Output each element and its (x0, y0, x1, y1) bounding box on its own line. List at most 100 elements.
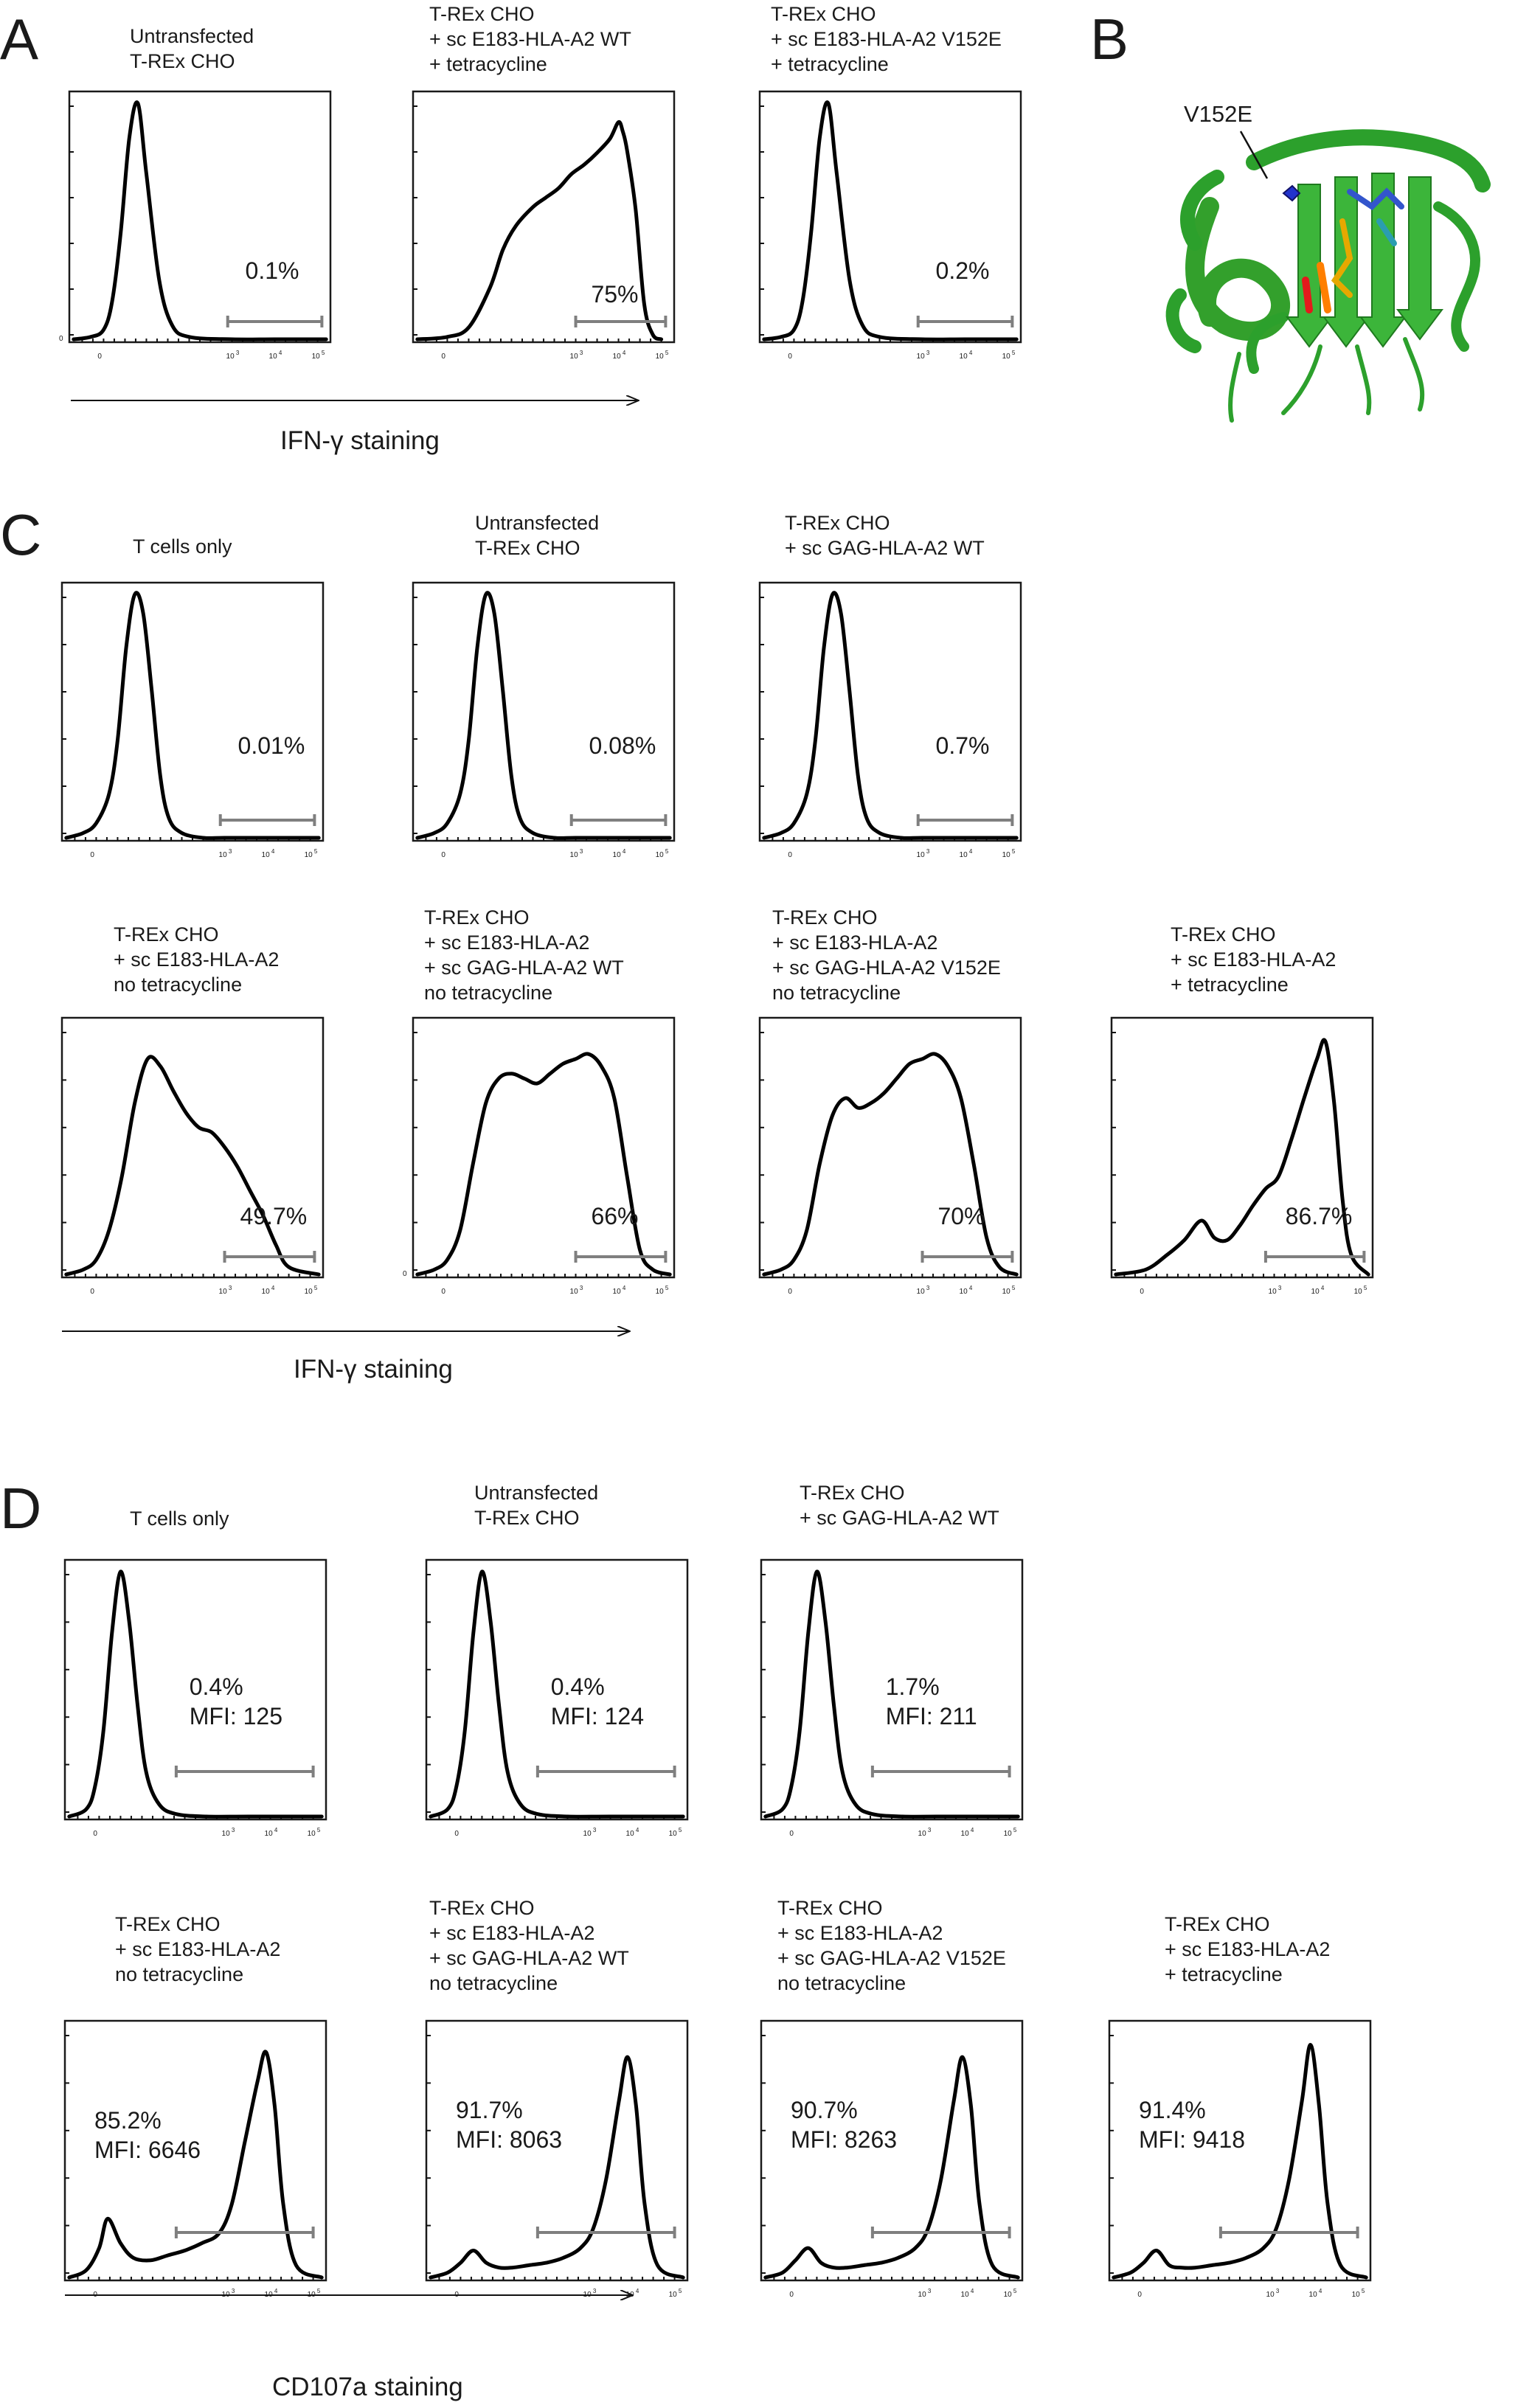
axis-label-c: IFN-γ staining (294, 1355, 453, 1384)
x-tick-label: 10 3 (917, 848, 930, 859)
x-tick-label: 10 4 (613, 848, 626, 859)
x-tick-label: 10 4 (265, 2288, 278, 2299)
axis-label-d: CD107a staining (272, 2373, 463, 2401)
panel-letter-d: D (0, 1476, 41, 1541)
x-tick-label: 10 5 (308, 1827, 321, 1838)
gate-percentage-label: 86.7% (1286, 1203, 1353, 1229)
plot-title-line: + sc E183-HLA-A2 (777, 1922, 943, 1944)
plot-title-line: T cells only (133, 535, 232, 558)
gate-percentage-label: 91.7% (456, 2097, 523, 2123)
plot-frame (68, 90, 332, 344)
x-tick-label: 10 3 (918, 1827, 932, 1838)
plot-title-line: + sc E183-HLA-A2 (1171, 948, 1336, 971)
gate-percentage-label: MFI: 211 (886, 1703, 977, 1729)
x-tick-label: 10 5 (312, 350, 325, 361)
gate-percentage-label: 0.01% (238, 732, 305, 759)
x-tick-label: 10 3 (917, 350, 930, 361)
y-zero-label: 0 (403, 1270, 407, 1278)
gate-percentage-label: 0.7% (936, 732, 990, 759)
histogram-curve (415, 119, 664, 341)
histogram-16: T-REx CHO + sc E183-HLA-A2 + sc GAG-HLA-A2… (760, 1897, 1024, 2299)
plot-title-line: no tetracycline (115, 1963, 243, 1985)
x-tick-label: 0 (441, 1288, 446, 1296)
histogram-curve (67, 1569, 324, 1819)
plot-title-line: + sc E183-HLA-A2 (1165, 1938, 1330, 1960)
gate-percentage-label: 0.4% (551, 1673, 605, 1700)
plot-title-line: + tetracycline (1171, 974, 1289, 996)
gate-percentage-label: 0.08% (589, 732, 656, 759)
plot-title-line: + sc E183-HLA-A2 (115, 1938, 280, 1960)
plot-title-line: T-REx CHO (429, 3, 535, 25)
gate-percentage-label: 91.4% (1139, 2097, 1206, 2123)
x-tick-label: 10 4 (269, 350, 282, 361)
histogram-12: Untransfected T-REx CHO 0 10 3 10 4 10 5 0.4% M… (425, 1482, 689, 1838)
x-tick-label: 0 (93, 1830, 97, 1838)
histogram-15: T-REx CHO + sc E183-HLA-A2 + sc GAG-HLA-A2… (425, 1897, 689, 2299)
plot-title-line: + tetracycline (429, 53, 547, 75)
plot-frame (63, 2019, 327, 2282)
panel-letter-a: A (0, 7, 38, 72)
plot-frame (760, 2019, 1024, 2282)
x-tick-label: 10 5 (1002, 848, 1016, 859)
x-tick-label: 0 (788, 851, 792, 859)
histogram-13: T-REx CHO + sc GAG-HLA-A2 WT 0 10 3 10 4 10 5… (760, 1482, 1024, 1838)
plot-title-line: T-REx CHO (800, 1482, 905, 1504)
plot-title-line: Untransfected (130, 25, 254, 47)
x-tick-label: 10 5 (308, 2288, 321, 2299)
plot-title-line: + sc E183-HLA-A2 (429, 1922, 594, 1944)
plot-frame (1110, 1016, 1374, 1279)
plot-title-line: + sc E183-HLA-A2 (772, 931, 937, 954)
plot-title-line: no tetracycline (114, 974, 242, 996)
x-tick-label: 0 (789, 2291, 794, 2299)
plot-title-line: T-REx CHO (785, 512, 890, 534)
plot-frame (412, 581, 676, 842)
gate-percentage-label: 49.7% (240, 1203, 307, 1229)
plot-frame (1108, 2019, 1372, 2282)
histogram-10: T-REx CHO + sc E183-HLA-A2 + tetracycline 0… (1110, 923, 1374, 1296)
gate-percentage-label: 70% (937, 1203, 985, 1229)
histogram-2: T-REx CHO + sc E183-HLA-A2 WT + tetracycli… (412, 3, 676, 361)
plot-title-line: no tetracycline (424, 982, 552, 1004)
x-tick-label: 10 3 (570, 848, 583, 859)
histogram-curve (72, 100, 328, 341)
histogram-8: T-REx CHO+ sc E183-HLA-A2 + sc GAG-HLA-A2… (403, 906, 676, 1296)
histogram-curve (64, 1055, 321, 1277)
gate-percentage-label: 0.2% (936, 257, 990, 284)
x-tick-label: 10 3 (583, 2288, 597, 2299)
x-tick-label: 10 4 (1309, 2288, 1322, 2299)
histogram-curve (1112, 2043, 1368, 2280)
x-tick-label: 10 3 (583, 1827, 597, 1838)
x-tick-label: 10 4 (960, 848, 973, 859)
gate-percentage-label: MFI: 124 (551, 1703, 644, 1729)
plot-frame (412, 90, 676, 344)
plot-title-line: T-REx CHO (424, 906, 530, 929)
gate-percentage-label: 1.7% (886, 1673, 940, 1700)
x-tick-label: 10 5 (656, 1285, 669, 1296)
x-tick-label: 10 4 (960, 1285, 973, 1296)
plot-title-line: Untransfected (475, 512, 599, 534)
x-tick-label: 10 5 (1002, 350, 1016, 361)
x-tick-label: 10 5 (669, 1827, 682, 1838)
plot-title-line: T-REx CHO (114, 923, 219, 945)
plot-title-line: + sc E183-HLA-A2 V152E (771, 28, 1002, 50)
x-tick-label: 10 4 (961, 2288, 974, 2299)
histogram-11: T cells only 0 10 3 10 4 10 5 0.4% MFI: 125 (63, 1507, 327, 1838)
gate-percentage-label: MFI: 8063 (456, 2126, 562, 2153)
histogram-7: T-REx CHO + sc E183-HLA-A2 no tetracycline… (60, 923, 325, 1296)
x-tick-label: 0 (1140, 1288, 1144, 1296)
x-tick-label: 0 (789, 1830, 794, 1838)
histogram-layer: Untransfected T-REx CHO 0 10 3 10 4 10 5 0 0.1%… (59, 3, 1374, 2299)
gate-percentage-label: 75% (591, 281, 638, 308)
x-tick-label: 10 3 (917, 1285, 930, 1296)
histogram-17: T-REx CHO + sc E183-HLA-A2 + tetracycline 0… (1108, 1913, 1372, 2299)
gate-percentage-label: 66% (591, 1203, 638, 1229)
plot-title-line: + sc GAG-HLA-A2 WT (424, 957, 624, 979)
histogram-curve (64, 591, 321, 840)
plot-frame (425, 2019, 689, 2282)
x-tick-label: 10 4 (961, 1827, 974, 1838)
x-tick-label: 0 (93, 2291, 97, 2299)
gate-percentage-label: MFI: 9418 (1139, 2126, 1245, 2153)
histogram-curve (1114, 1038, 1370, 1277)
x-tick-label: 0 (97, 353, 102, 361)
